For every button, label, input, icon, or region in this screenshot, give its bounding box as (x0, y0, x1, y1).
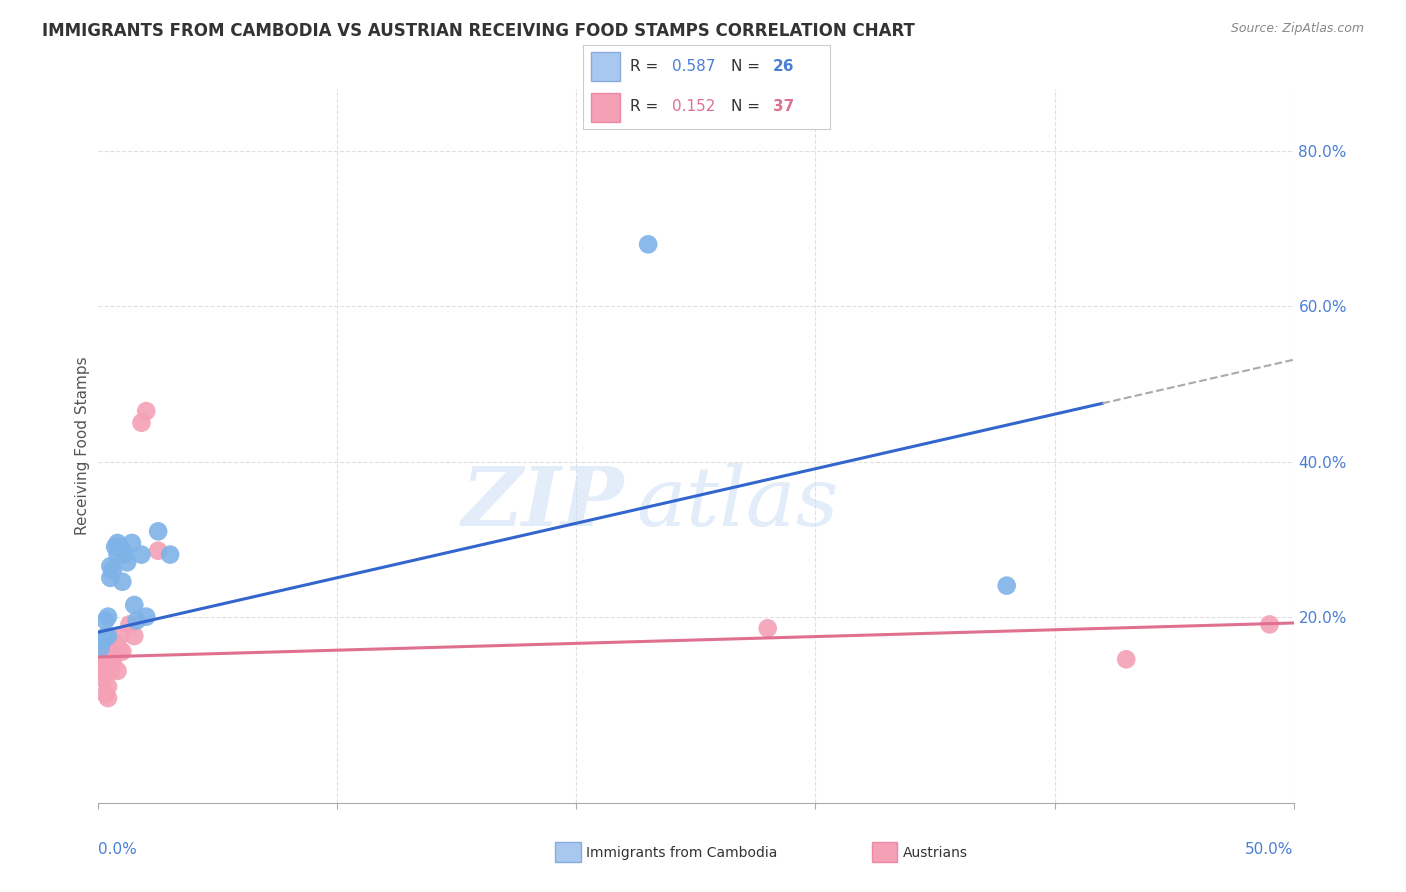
Point (148, 524, 170, 539)
Point (94, 668, 117, 682)
Point (108, 629, 131, 643)
FancyBboxPatch shape (591, 53, 620, 81)
Point (97, 691, 120, 706)
Point (101, 648, 124, 663)
Text: N =: N = (731, 99, 765, 114)
Point (98, 642, 122, 657)
Point (94, 629, 117, 643)
Point (135, 404, 157, 418)
Point (97, 609, 120, 624)
Point (159, 548, 181, 562)
Text: 0.0%: 0.0% (98, 842, 138, 857)
Point (90, 664, 112, 678)
Point (101, 563, 124, 577)
Point (756, 621, 779, 635)
Point (124, 629, 146, 643)
Text: Source: ZipAtlas.com: Source: ZipAtlas.com (1230, 22, 1364, 36)
Point (637, 237, 659, 252)
Point (104, 637, 127, 651)
Point (107, 644, 129, 658)
Point (131, 416, 153, 430)
Point (98, 664, 122, 678)
Point (101, 640, 124, 655)
Text: Austrians: Austrians (903, 846, 967, 860)
Point (108, 540, 131, 554)
Point (94, 687, 117, 701)
Text: R =: R = (630, 99, 664, 114)
Point (107, 664, 129, 678)
Point (121, 536, 143, 550)
Point (111, 574, 134, 589)
Point (135, 609, 157, 624)
Text: atlas: atlas (637, 463, 838, 543)
Text: ZIP: ZIP (461, 463, 624, 543)
Point (107, 536, 129, 550)
Point (1115, 652, 1137, 666)
Point (115, 555, 138, 569)
Text: 0.152: 0.152 (672, 99, 716, 114)
Point (94, 656, 117, 670)
Point (97, 629, 120, 643)
Point (91, 644, 114, 658)
Text: IMMIGRANTS FROM CAMBODIA VS AUSTRIAN RECEIVING FOOD STAMPS CORRELATION CHART: IMMIGRANTS FROM CAMBODIA VS AUSTRIAN REC… (42, 22, 915, 40)
Text: 50.0%: 50.0% (1246, 842, 1294, 857)
Point (131, 548, 153, 562)
Point (148, 543, 170, 558)
Text: N =: N = (731, 59, 765, 74)
Y-axis label: Receiving Food Stamps: Receiving Food Stamps (75, 357, 90, 535)
Point (111, 543, 134, 558)
Text: R =: R = (630, 59, 664, 74)
Point (107, 639, 129, 653)
Point (124, 598, 146, 612)
Point (98, 652, 122, 666)
Point (91, 664, 114, 678)
Point (90, 644, 112, 658)
Point (97, 644, 120, 658)
FancyBboxPatch shape (591, 93, 620, 121)
Point (97, 680, 120, 694)
Text: Immigrants from Cambodia: Immigrants from Cambodia (586, 846, 778, 860)
Point (111, 644, 134, 658)
Point (97, 656, 120, 670)
Point (104, 644, 127, 658)
Point (1258, 617, 1281, 632)
Point (104, 540, 127, 554)
Point (98, 571, 122, 585)
Point (107, 548, 129, 562)
Point (118, 617, 141, 632)
Point (114, 548, 136, 562)
Point (91, 632, 114, 647)
Point (108, 644, 131, 658)
Point (98, 559, 122, 574)
Point (90, 656, 112, 670)
Point (125, 614, 148, 628)
Point (90, 640, 112, 655)
Text: 0.587: 0.587 (672, 59, 716, 74)
Point (995, 579, 1018, 593)
Point (101, 656, 124, 670)
Text: 26: 26 (773, 59, 794, 74)
Point (91, 672, 114, 686)
Text: 37: 37 (773, 99, 794, 114)
Point (94, 614, 117, 628)
Point (94, 648, 117, 663)
Point (91, 648, 114, 663)
